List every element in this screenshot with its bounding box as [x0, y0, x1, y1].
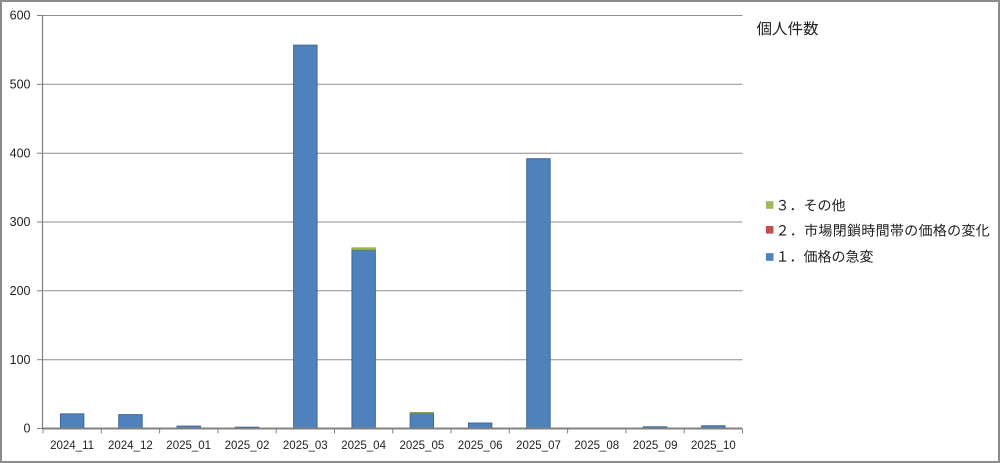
svg-text:500: 500 [10, 78, 31, 92]
svg-text:400: 400 [10, 146, 31, 160]
svg-text:2025_08: 2025_08 [574, 440, 619, 452]
svg-text:2025_01: 2025_01 [166, 440, 211, 452]
svg-text:2025_05: 2025_05 [400, 440, 445, 452]
svg-text:2024_12: 2024_12 [108, 440, 153, 452]
svg-text:2025_06: 2025_06 [458, 440, 503, 452]
svg-text:2025_09: 2025_09 [633, 440, 678, 452]
svg-text:0: 0 [24, 422, 31, 436]
svg-text:200: 200 [10, 284, 31, 298]
svg-text:100: 100 [10, 353, 31, 367]
svg-text:2025_03: 2025_03 [283, 440, 328, 452]
svg-text:2025_10: 2025_10 [691, 440, 736, 452]
svg-text:600: 600 [10, 9, 31, 23]
svg-text:2025_07: 2025_07 [516, 440, 561, 452]
svg-text:2024_11: 2024_11 [50, 440, 94, 452]
svg-text:300: 300 [10, 215, 31, 229]
svg-text:2025_02: 2025_02 [225, 440, 270, 452]
svg-text:2025_04: 2025_04 [341, 440, 386, 452]
